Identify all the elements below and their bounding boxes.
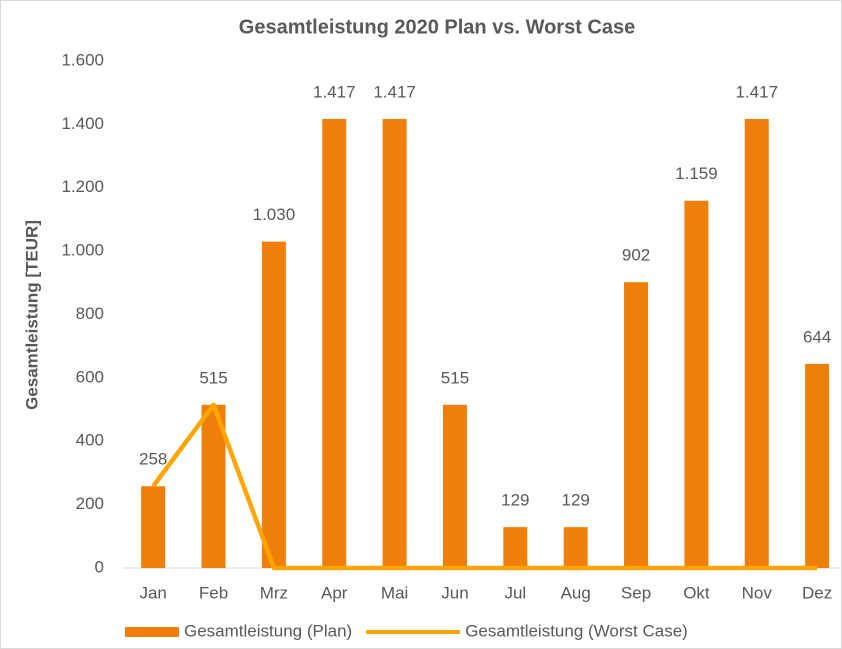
- x-tick-label: Jan: [139, 583, 166, 602]
- y-tick-label: 800: [76, 304, 104, 323]
- x-tick-label: Mai: [381, 583, 408, 602]
- legend-swatch: [125, 627, 179, 637]
- x-tick-label: Nov: [742, 583, 773, 602]
- bar: [322, 118, 347, 568]
- x-tick-label: Jun: [441, 583, 468, 602]
- data-label: 515: [441, 368, 469, 387]
- data-label: 1.417: [313, 82, 356, 101]
- data-label: 644: [803, 327, 831, 346]
- x-tick-label: Sep: [621, 583, 651, 602]
- y-tick-label: 1.400: [61, 114, 104, 133]
- y-tick-label: 200: [76, 494, 104, 513]
- bar: [382, 118, 407, 568]
- y-tick-label: 1.200: [61, 177, 104, 196]
- y-tick-label: 0: [95, 557, 104, 576]
- y-axis-title: Gesamtleistung [TEUR]: [22, 220, 41, 410]
- data-label: 1.417: [736, 82, 779, 101]
- legend-label: Gesamtleistung (Plan): [184, 621, 352, 640]
- data-label: 1.030: [253, 205, 296, 224]
- data-label: 1.159: [675, 164, 718, 183]
- x-tick-label: Feb: [199, 583, 228, 602]
- x-tick-label: Mrz: [260, 583, 288, 602]
- y-tick-label: 400: [76, 431, 104, 450]
- data-label: 129: [501, 491, 529, 510]
- x-tick-label: Aug: [561, 583, 591, 602]
- bar: [805, 363, 830, 568]
- y-tick-label: 1.600: [61, 50, 104, 69]
- data-label: 902: [622, 246, 650, 265]
- chart-title: Gesamtleistung 2020 Plan vs. Worst Case: [239, 16, 635, 38]
- bar: [563, 527, 588, 568]
- y-tick-label: 600: [76, 367, 104, 386]
- data-label: 515: [199, 368, 227, 387]
- data-label: 129: [562, 491, 590, 510]
- x-tick-label: Dez: [802, 583, 832, 602]
- bar: [684, 200, 709, 568]
- line: [151, 402, 818, 571]
- y-tick-label: 1.000: [61, 241, 104, 260]
- x-tick-label: Apr: [321, 583, 348, 602]
- bar: [503, 527, 528, 568]
- bar: [261, 241, 286, 568]
- x-tick-label: Jul: [504, 583, 526, 602]
- bar: [744, 118, 769, 568]
- data-label: 1.417: [373, 82, 416, 101]
- legend-label: Gesamtleistung (Worst Case): [465, 621, 688, 640]
- bar: [624, 282, 649, 568]
- data-label: 258: [139, 450, 167, 469]
- x-tick-label: Okt: [683, 583, 710, 602]
- bar: [141, 486, 166, 568]
- bar: [442, 404, 467, 568]
